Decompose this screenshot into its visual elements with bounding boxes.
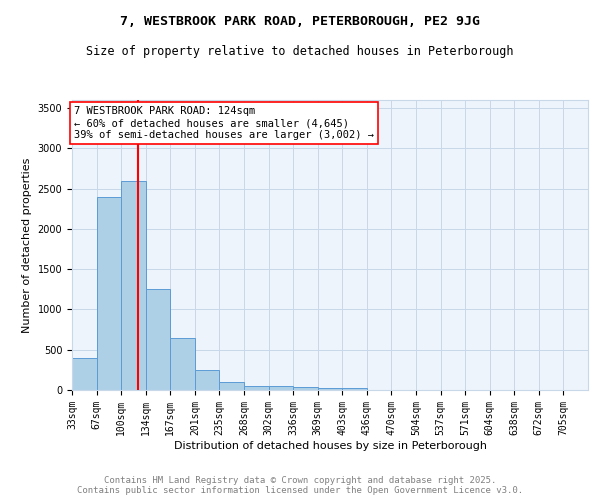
Bar [342,388,367,390]
Y-axis label: Number of detached properties: Number of detached properties [22,158,32,332]
X-axis label: Distribution of detached houses by size in Peterborough: Distribution of detached houses by size … [173,440,487,450]
Text: 7 WESTBROOK PARK ROAD: 124sqm
← 60% of detached houses are smaller (4,645)
39% o: 7 WESTBROOK PARK ROAD: 124sqm ← 60% of d… [74,106,374,140]
Bar [97,196,121,390]
Bar [220,382,244,390]
Bar [72,358,97,390]
Bar [170,338,195,390]
Bar [244,386,269,390]
Bar [195,370,220,390]
Text: Contains HM Land Registry data © Crown copyright and database right 2025.
Contai: Contains HM Land Registry data © Crown c… [77,476,523,495]
Bar [293,387,318,390]
Text: 7, WESTBROOK PARK ROAD, PETERBOROUGH, PE2 9JG: 7, WESTBROOK PARK ROAD, PETERBOROUGH, PE… [120,15,480,28]
Bar [318,388,342,390]
Bar [269,386,293,390]
Text: Size of property relative to detached houses in Peterborough: Size of property relative to detached ho… [86,45,514,58]
Bar [121,180,146,390]
Bar [146,290,170,390]
